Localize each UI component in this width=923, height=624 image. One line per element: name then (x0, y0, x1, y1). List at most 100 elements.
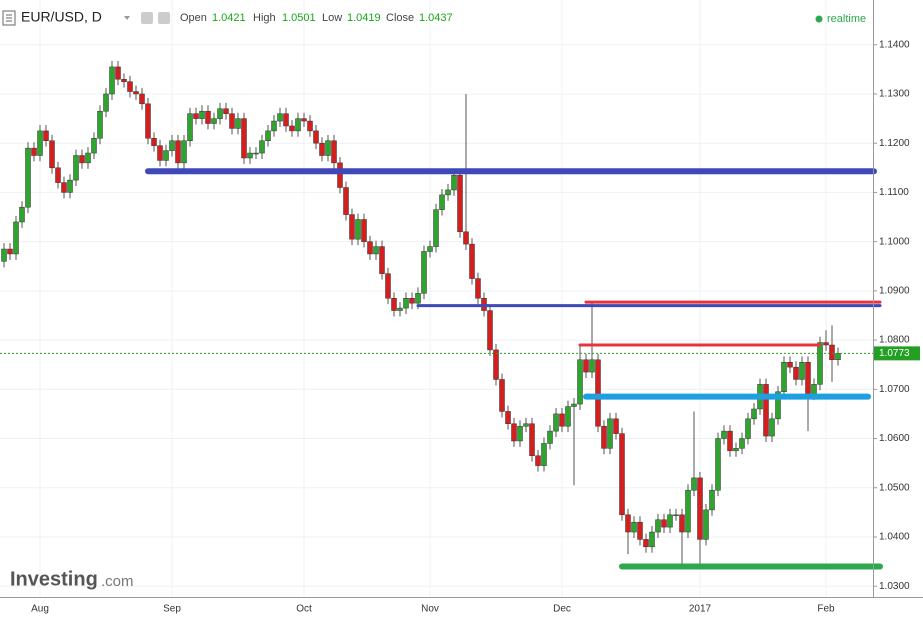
candle-body (601, 425, 607, 449)
last-price-box (874, 346, 920, 361)
candle-body (475, 278, 481, 299)
symbol[interactable]: EUR/USD, D (21, 9, 102, 25)
candle-body (763, 384, 769, 437)
candle-body (229, 113, 235, 129)
candle-body (211, 118, 217, 124)
candle-body (193, 113, 199, 119)
candle-body (727, 430, 733, 452)
candle-body (277, 113, 283, 122)
candle-body (313, 130, 319, 144)
candle-body (91, 138, 97, 154)
candle-body (43, 130, 49, 141)
candle-body (103, 93, 109, 112)
candle-body (793, 366, 799, 380)
candle-body (607, 418, 613, 449)
candle-body (205, 110, 211, 124)
candle-body (721, 430, 727, 439)
open-label: Open (180, 12, 207, 24)
candle-body (37, 130, 43, 156)
candle-body (697, 477, 703, 540)
candle-body (127, 81, 133, 92)
candle-body (559, 413, 565, 427)
candle-body (511, 423, 517, 442)
candle-body (19, 206, 25, 223)
candle-body (625, 514, 631, 533)
candle-body (715, 438, 721, 491)
x-tick-label: Nov (421, 604, 439, 615)
candle-body (811, 384, 817, 395)
settings-icon[interactable] (158, 12, 170, 24)
last-price-label: 1.0773 (879, 348, 910, 359)
open-value: 1.0421 (212, 12, 246, 24)
symbol-icon[interactable] (2, 10, 16, 26)
x-tick-label: Sep (163, 604, 181, 615)
candle-body (325, 140, 331, 156)
dropdown-caret[interactable] (124, 16, 130, 20)
candle-body (415, 293, 421, 304)
candle-body (283, 113, 289, 127)
y-tick-label: 1.0400 (879, 532, 910, 543)
candle-body (133, 91, 139, 95)
candle-body (97, 110, 103, 139)
candle-body (805, 361, 811, 395)
candle-body (553, 413, 559, 432)
x-tick-label: Dec (553, 604, 571, 615)
candle-body (175, 140, 181, 164)
high-value: 1.0501 (282, 12, 316, 24)
y-tick-label: 1.1000 (879, 236, 910, 247)
candle-body (355, 219, 361, 240)
watermark-suffix: .com (101, 573, 134, 590)
candle-body (679, 514, 685, 533)
candle-body (253, 152, 259, 155)
low-label: Low (322, 12, 342, 24)
y-tick-label: 1.0800 (879, 335, 910, 346)
candle-body (733, 448, 739, 452)
candle-body (235, 118, 241, 129)
candle-body (433, 209, 439, 247)
x-tick-label: 2017 (689, 604, 712, 615)
candle-body (145, 103, 151, 139)
candle-body (529, 423, 535, 456)
y-tick-label: 1.0900 (879, 286, 910, 297)
candle-body (571, 403, 577, 407)
candle-body (391, 297, 397, 311)
candle-body (385, 273, 391, 299)
candle-body (781, 361, 787, 393)
candle-body (319, 142, 325, 156)
candle-body (79, 155, 85, 164)
candle-body (517, 425, 523, 442)
y-tick-label: 1.0700 (879, 384, 910, 395)
candle-body (661, 519, 667, 528)
candle-body (619, 433, 625, 516)
candle-body (343, 187, 349, 215)
candle-body (703, 509, 709, 540)
grid (0, 0, 873, 597)
candle-body (505, 411, 511, 424)
candle-body (121, 78, 127, 82)
candle-body (535, 455, 541, 466)
candle-body (223, 108, 229, 114)
candle-body (691, 477, 697, 491)
plot-area (1, 61, 883, 570)
candle-body (241, 118, 247, 159)
candle-body (817, 342, 823, 385)
close-value: 1.0437 (419, 12, 453, 24)
high-label: High (253, 12, 276, 24)
candle-body (373, 246, 379, 255)
candle-body (709, 489, 715, 511)
candle-body (295, 118, 301, 132)
candle-body (109, 66, 115, 95)
y-tick-label: 1.1100 (879, 187, 909, 198)
candle-body (13, 221, 19, 255)
watermark-brand: Investing (10, 568, 98, 590)
candle-body (289, 125, 295, 132)
candle-body (25, 147, 31, 208)
candle-body (361, 219, 367, 242)
x-tick-label: Oct (296, 604, 312, 615)
y-tick-label: 1.0500 (879, 482, 910, 493)
candle-body (637, 521, 643, 540)
visibility-icon[interactable] (141, 12, 153, 24)
candle-body (739, 438, 745, 449)
candle-body (463, 231, 469, 245)
